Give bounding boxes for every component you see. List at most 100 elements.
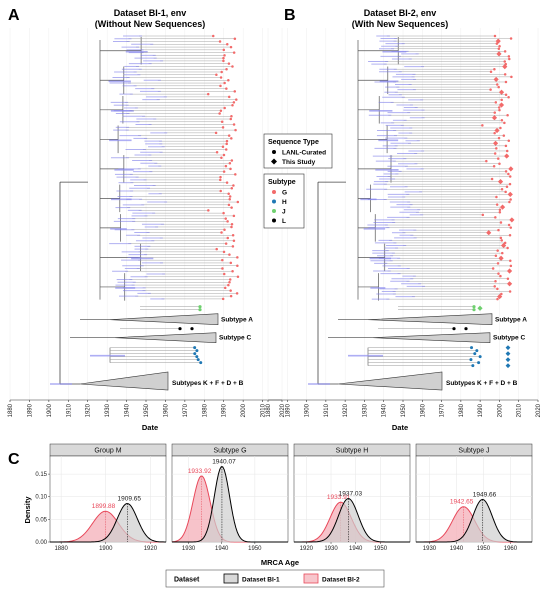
subtype-l-label: L [282,218,286,225]
legend-label-bi2: Dataset BI-2 [322,577,360,584]
tick-label: 2000 [241,403,247,417]
panel-a-subtitle: (Without New Sequences) [95,19,205,29]
peak-label: 1909.65 [118,496,142,503]
tick-label: 1930 [362,403,368,417]
tick-label: 1940 [125,403,131,417]
panel-a-letter: A [8,7,20,24]
tick-label: 1990 [478,403,484,417]
panel-a-x-label: Date [142,423,158,432]
x-tick-label: 1930 [324,546,338,552]
peak-label: 1940.07 [212,458,236,465]
x-tick-label: 1950 [248,546,262,552]
density-line-bi1 [416,498,532,543]
legend-label-bi1: Dataset BI-1 [242,577,280,584]
panel-b-title: Dataset BI-2, env [364,8,437,18]
this-study-marker [271,158,277,165]
clade-label: Subtypes K + F + D + B [446,380,518,387]
y-tick-label: 0.15 [35,472,47,478]
density-area-bi1 [172,466,288,542]
subtype-l-marker [272,218,276,223]
x-tick-label: 1900 [99,546,113,552]
peak-label: 1942.65 [450,499,474,506]
x-tick-label: 1960 [504,546,518,552]
clade-label: Subtype A [495,317,527,324]
x-tick-label: 1940 [349,546,363,552]
x-tick-label: 1940 [215,546,229,552]
date-axis-a: 1880 1890 1900 1910 1920 1930 1940 1950 1960 1970… [8,399,286,417]
x-tick-label: 1880 [54,546,68,552]
subtype-h-marker [272,199,276,204]
density-y-label: Density [23,496,32,524]
tick-label: 1930 [105,403,111,417]
subtype-j-marker [272,209,276,213]
legend-key-bi1 [223,573,239,584]
facet-title: Subtype G [213,448,246,455]
subtype-legend-title: Subtype [268,179,296,186]
dataset-legend-title: Dataset [174,577,200,584]
phylogenetic-tree-b: Subtype A Subtype C Subtypes K + F + D + B [267,28,539,402]
density-line-bi1 [294,498,410,543]
peak-label: 1933.91 [327,494,351,501]
tick-label: 1900 [305,403,311,417]
panel-b-x-label: Date [392,423,408,432]
clade-label: Subtype C [219,335,251,342]
y-tick-label: 0.05 [35,517,47,523]
tick-label: 2010 [261,403,267,417]
density-line-bi1 [50,503,167,543]
density-line-bi1 [172,466,288,543]
x-tick-label: 1940 [450,546,464,552]
peak-label: 1899.88 [92,503,116,510]
clade-label: Subtypes K + F + D + B [172,380,244,387]
density-area-bi1 [294,498,410,542]
peak-label: 1937.03 [339,491,363,498]
tick-label: 1920 [343,403,349,417]
panel-c: C Group M 1880 1900 1920 0.00 0.05 0.10 0.15 189… [8,443,533,588]
density-area-bi2 [172,476,288,542]
clade-label: Subtype C [493,335,525,342]
facet-title: Subtype H [336,448,369,455]
tick-label: 1970 [440,403,446,417]
peak-label: 1933.92 [188,468,212,475]
clade-label: Subtype A [221,317,253,324]
tick-label: 1950 [401,403,407,417]
x-tick-label: 1950 [477,546,491,552]
panel-a: A Dataset BI-1, env (Without New Sequenc… [8,7,286,432]
tick-label: 1890 [27,403,33,417]
density-area-bi1 [50,503,166,542]
tick-label: 1980 [202,403,208,417]
tick-label: 1880 [266,403,272,417]
tree-legend: Sequence Type LANL-Curated This Study Su… [263,133,333,229]
x-tick-label: 1950 [374,546,388,552]
tick-label: 1990 [222,403,228,417]
phylogenetic-tree-a: Subtype A Subtype C Subtypes K + F + D + B [9,28,283,402]
legend-this-study: This Study [282,159,316,166]
x-tick-label: 1930 [182,546,196,552]
subtype-h-label: H [282,199,287,206]
facet-group-m: Group M 1880 1900 1920 0.00 0.05 0.10 0.15 1899.… [35,443,167,552]
tick-label: 1920 [86,403,92,417]
x-tick-label: 1920 [300,546,314,552]
legend-key-bi2 [303,573,319,584]
facet-title: Subtype J [458,448,489,455]
panel-b: B Dataset BI-2, env (With New Sequences)… [266,7,542,432]
density-area-bi1 [416,499,532,542]
tick-label: 1900 [47,403,53,417]
subtype-g-marker [272,190,276,194]
y-tick-label: 0.10 [35,495,47,501]
panel-b-letter: B [284,7,296,24]
facet-title: Group M [94,448,121,455]
tick-label: 1910 [66,403,72,417]
panel-a-title: Dataset BI-1, env [114,8,187,18]
dataset-legend: Dataset Dataset BI-1 Dataset BI-2 [165,569,385,588]
x-tick-label: 1920 [144,546,158,552]
tick-label: 1910 [324,403,330,417]
tick-label: 1960 [420,403,426,417]
tick-label: 2010 [517,403,523,417]
panel-c-letter: C [8,451,20,468]
subtype-j-label: J [282,209,286,216]
y-tick-label: 0.00 [35,540,47,546]
